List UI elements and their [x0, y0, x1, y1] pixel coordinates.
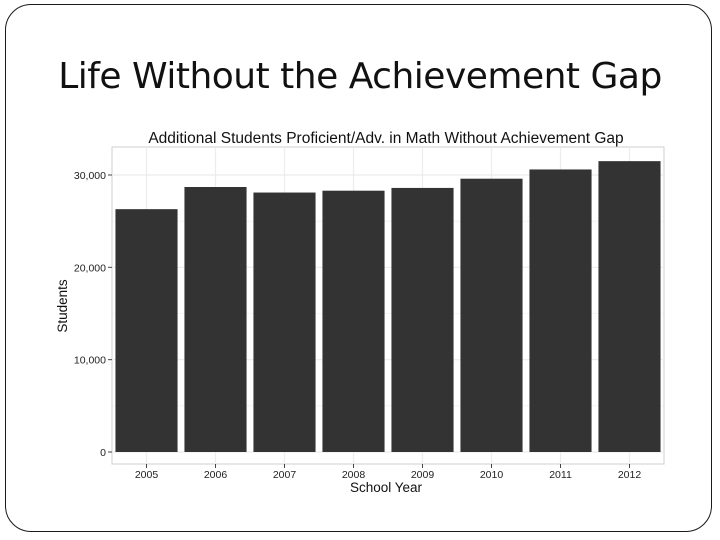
x-tick-label: 2007 [273, 469, 297, 481]
x-tick-label: 2012 [618, 469, 642, 481]
bar-2010 [460, 178, 523, 452]
y-tick-label: 0 [100, 447, 106, 459]
x-axis-label: School Year [350, 480, 423, 495]
x-tick-label: 2011 [549, 469, 572, 481]
bar-2012 [598, 161, 661, 452]
bar-2009 [391, 187, 454, 452]
chart-title: Additional Students Proficient/Adv. in M… [148, 130, 623, 147]
y-axis-label: Students [55, 279, 70, 333]
y-tick-label: 10,000 [74, 355, 106, 367]
y-tick-label: 30,000 [74, 170, 106, 182]
x-tick-label: 2010 [480, 469, 504, 481]
y-axis-ticks: 0 10,000 20,000 30,000 [74, 170, 112, 459]
bars [115, 161, 661, 453]
slide-title: Life Without the Achievement Gap [58, 56, 662, 97]
bar-2011 [529, 169, 592, 452]
bar-2007 [253, 192, 316, 452]
x-tick-label: 2006 [204, 469, 228, 481]
x-tick-label: 2009 [411, 469, 435, 481]
bar-2006 [184, 187, 247, 452]
x-tick-label: 2005 [135, 469, 159, 481]
x-axis-ticks: 2005 2006 2007 2008 2009 2010 2011 2012 [135, 464, 642, 481]
bar-2005 [115, 209, 178, 452]
bar-2008 [322, 190, 385, 453]
y-tick-label: 20,000 [74, 262, 106, 274]
x-tick-label: 2008 [342, 469, 366, 481]
